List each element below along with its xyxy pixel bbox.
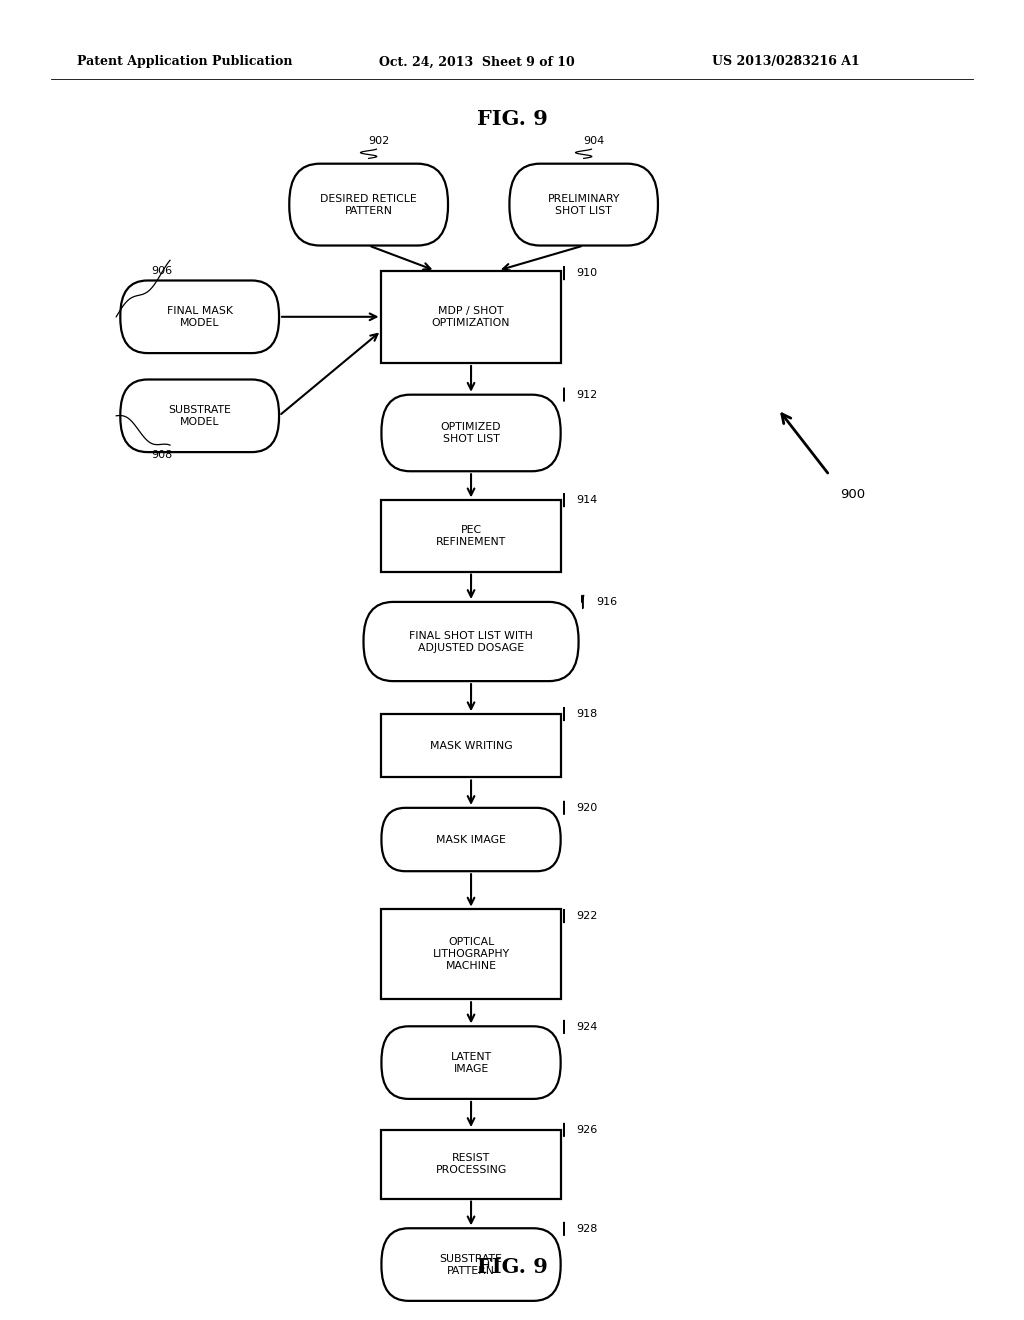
Text: PRELIMINARY
SHOT LIST: PRELIMINARY SHOT LIST — [548, 194, 620, 215]
Text: 914: 914 — [577, 495, 598, 506]
Text: MDP / SHOT
OPTIMIZATION: MDP / SHOT OPTIMIZATION — [432, 306, 510, 327]
Text: 924: 924 — [577, 1022, 598, 1032]
Text: RESIST
PROCESSING: RESIST PROCESSING — [435, 1154, 507, 1175]
Text: 908: 908 — [152, 450, 173, 461]
Text: 904: 904 — [584, 136, 605, 147]
Text: FIG. 9: FIG. 9 — [476, 108, 548, 129]
Text: 922: 922 — [577, 911, 598, 921]
FancyBboxPatch shape — [382, 271, 561, 363]
FancyBboxPatch shape — [382, 1027, 561, 1098]
Text: FINAL SHOT LIST WITH
ADJUSTED DOSAGE: FINAL SHOT LIST WITH ADJUSTED DOSAGE — [410, 631, 532, 652]
Text: 918: 918 — [577, 709, 598, 719]
Text: MASK WRITING: MASK WRITING — [430, 741, 512, 751]
FancyBboxPatch shape — [382, 909, 561, 999]
Text: US 2013/0283216 A1: US 2013/0283216 A1 — [712, 55, 859, 69]
Text: Oct. 24, 2013  Sheet 9 of 10: Oct. 24, 2013 Sheet 9 of 10 — [379, 55, 574, 69]
FancyBboxPatch shape — [382, 395, 561, 471]
Text: SUBSTRATE
MODEL: SUBSTRATE MODEL — [168, 405, 231, 426]
Text: FINAL MASK
MODEL: FINAL MASK MODEL — [167, 306, 232, 327]
Text: FIG. 9: FIG. 9 — [476, 1257, 548, 1278]
FancyBboxPatch shape — [364, 602, 579, 681]
Text: 906: 906 — [152, 265, 173, 276]
Text: OPTIMIZED
SHOT LIST: OPTIMIZED SHOT LIST — [440, 422, 502, 444]
Text: 902: 902 — [369, 136, 390, 147]
Text: PEC
REFINEMENT: PEC REFINEMENT — [436, 525, 506, 546]
Text: 920: 920 — [577, 803, 598, 813]
FancyBboxPatch shape — [382, 714, 561, 777]
FancyBboxPatch shape — [509, 164, 657, 246]
FancyBboxPatch shape — [121, 379, 279, 451]
FancyBboxPatch shape — [382, 1228, 561, 1302]
Text: SUBSTRATE
PATTERN: SUBSTRATE PATTERN — [439, 1254, 503, 1275]
Text: MASK IMAGE: MASK IMAGE — [436, 834, 506, 845]
Text: 926: 926 — [577, 1125, 598, 1135]
Text: LATENT
IMAGE: LATENT IMAGE — [451, 1052, 492, 1073]
FancyBboxPatch shape — [382, 1130, 561, 1199]
FancyBboxPatch shape — [121, 280, 279, 352]
Text: Patent Application Publication: Patent Application Publication — [77, 55, 292, 69]
Text: 916: 916 — [596, 597, 617, 607]
Text: OPTICAL
LITHOGRAPHY
MACHINE: OPTICAL LITHOGRAPHY MACHINE — [432, 937, 510, 972]
Text: 912: 912 — [577, 389, 598, 400]
Text: DESIRED RETICLE
PATTERN: DESIRED RETICLE PATTERN — [321, 194, 417, 215]
Text: 910: 910 — [577, 268, 598, 279]
FancyBboxPatch shape — [382, 808, 561, 871]
Text: 928: 928 — [577, 1224, 598, 1234]
FancyBboxPatch shape — [289, 164, 449, 246]
FancyBboxPatch shape — [382, 500, 561, 572]
Text: 900: 900 — [840, 488, 865, 502]
